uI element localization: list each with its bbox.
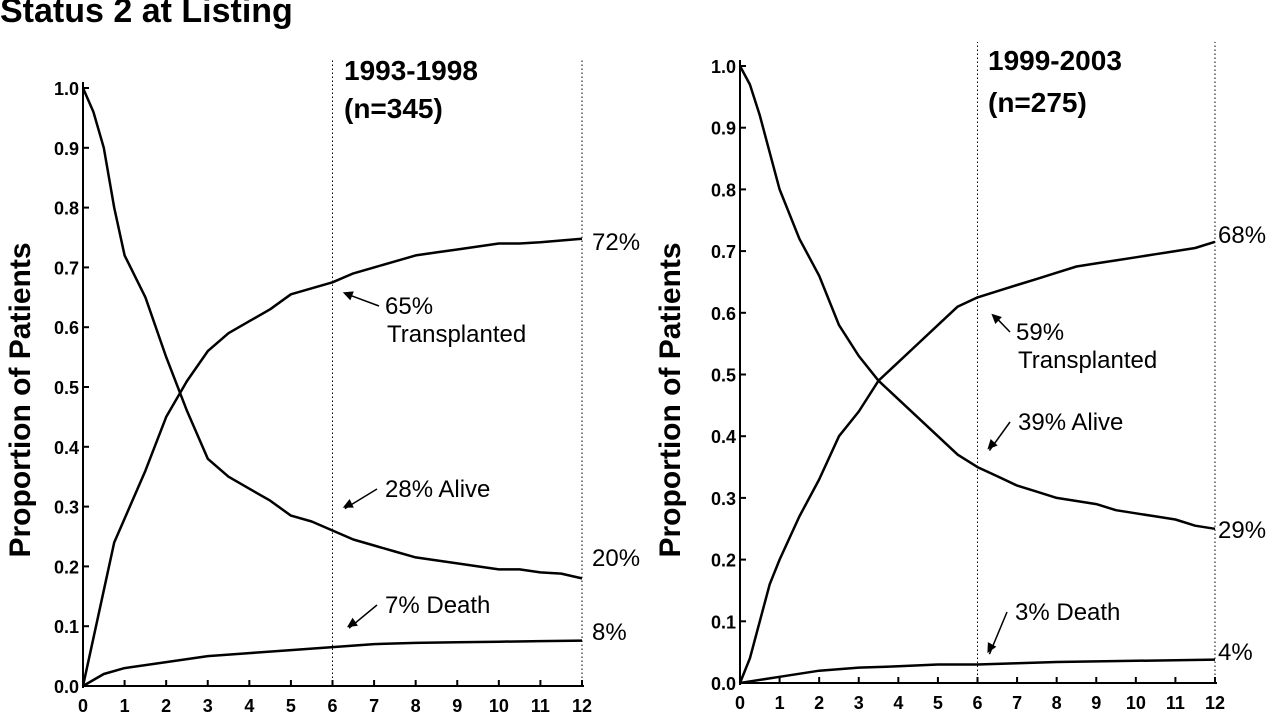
y-tick-label: 0.2 (711, 551, 736, 571)
x-tick-label: 6 (972, 693, 982, 713)
annotation-line: 65% (385, 293, 433, 320)
end-value-label: 8% (592, 619, 627, 646)
annotation-label: 7% Death (385, 592, 490, 619)
y-tick-label: 0.9 (54, 139, 79, 159)
end-value-label: 20% (592, 545, 640, 572)
y-tick-label: 0.1 (54, 617, 79, 637)
y-tick-label: 0.1 (711, 612, 736, 632)
annotation-arrowhead (987, 439, 998, 450)
y-tick-label: 0.3 (711, 489, 736, 509)
chart-panel-1: 0.00.10.20.30.40.50.60.70.80.91.00 1 2 3 4 5 6… (4, 55, 640, 716)
series-line-alive (81, 87, 583, 580)
y-tick-label: 0.7 (711, 242, 736, 262)
series-line-death (82, 639, 583, 688)
annotation-line: 7% Death (385, 592, 490, 619)
x-tick-label: 11 (531, 696, 550, 716)
series-line-transplanted (81, 237, 583, 687)
y-tick-label: 0.0 (54, 677, 79, 697)
x-tick-label: 4 (244, 696, 254, 716)
annotation-label: 59% Transplanted (1016, 319, 1157, 374)
page-title: Status 2 at Listing (0, 0, 293, 30)
series-line-alive (738, 65, 1216, 531)
annotation-line: 59% (1016, 319, 1064, 346)
x-tick-label: 3 (203, 696, 213, 716)
annotation-arrowhead (987, 642, 997, 654)
y-tick-label: 0.3 (54, 498, 79, 518)
x-tick-label: 10 (1126, 693, 1146, 713)
x-tick-label: 3 (854, 693, 864, 713)
y-tick-label: 0.2 (54, 557, 79, 577)
x-tick-label: 2 (161, 696, 171, 716)
end-value-label: 68% (1218, 222, 1266, 249)
annotation-label: 28% Alive (385, 476, 490, 503)
annotation-label: 65% Transplanted (385, 293, 526, 348)
chart-panel-2: 0.00.10.20.30.40.50.60.70.80.91.00 1 2 3 4 5 6… (654, 42, 1266, 713)
x-tick-label: 5 (933, 693, 943, 713)
end-value-label: 29% (1218, 517, 1266, 544)
annotation-line: 39% Alive (1018, 409, 1123, 436)
y-tick-label: 0.0 (711, 674, 736, 694)
period-label: 1993-1998 (344, 55, 478, 86)
x-tick-label: 11 (1166, 693, 1185, 713)
annotation-arrowhead (346, 617, 358, 628)
y-tick-label: 1.0 (711, 57, 736, 77)
y-tick-label: 0.4 (54, 438, 79, 458)
y-tick-label: 0.4 (711, 427, 736, 447)
x-tick-label: 10 (489, 696, 509, 716)
annotation-label: 3% Death (1015, 599, 1120, 626)
y-tick-label: 0.8 (54, 199, 79, 219)
annotation-line: 3% Death (1015, 599, 1120, 626)
y-tick-label: 0.6 (711, 304, 736, 324)
x-tick-label: 8 (411, 696, 421, 716)
y-tick-label: 0.7 (54, 258, 79, 278)
x-tick-label: 12 (1205, 693, 1225, 713)
x-tick-label: 7 (1012, 693, 1022, 713)
y-tick-label: 1.0 (54, 79, 79, 99)
annotation-line: Transplanted (387, 321, 526, 348)
y-tick-label: 0.5 (54, 378, 79, 398)
x-tick-label: 9 (1091, 693, 1101, 713)
end-value-label: 4% (1218, 639, 1253, 666)
x-tick-label: 1 (775, 693, 785, 713)
x-tick-label: 9 (452, 696, 462, 716)
period-label: 1999-2003 (988, 45, 1122, 76)
series-line-death (739, 658, 1216, 685)
annotation-arrowhead (342, 498, 354, 508)
y-axis-label: Proportion of Patients (4, 243, 37, 558)
sample-size-label: (n=275) (988, 87, 1087, 118)
x-tick-label: 0 (735, 693, 745, 713)
y-tick-label: 0.8 (711, 180, 736, 200)
annotation-line: Transplanted (1018, 347, 1157, 374)
sample-size-label: (n=345) (344, 93, 443, 124)
x-tick-label: 6 (327, 696, 337, 716)
annotation-line: 28% Alive (385, 476, 490, 503)
y-axis-label: Proportion of Patients (654, 243, 687, 558)
x-tick-label: 5 (286, 696, 296, 716)
y-tick-label: 0.6 (54, 318, 79, 338)
x-tick-label: 1 (120, 696, 130, 716)
x-tick-label: 2 (814, 693, 824, 713)
x-tick-label: 0 (78, 696, 88, 716)
series-line-transplanted (738, 240, 1216, 684)
annotation-arrowhead (991, 313, 1002, 325)
y-tick-label: 0.5 (711, 366, 736, 386)
x-tick-label: 4 (893, 693, 903, 713)
annotation-label: 39% Alive (1018, 409, 1123, 436)
y-tick-label: 0.9 (711, 119, 736, 139)
x-tick-label: 12 (572, 696, 592, 716)
annotation-arrowhead (342, 291, 354, 301)
end-value-label: 72% (592, 229, 640, 256)
x-tick-label: 8 (1052, 693, 1062, 713)
x-tick-label: 7 (369, 696, 379, 716)
